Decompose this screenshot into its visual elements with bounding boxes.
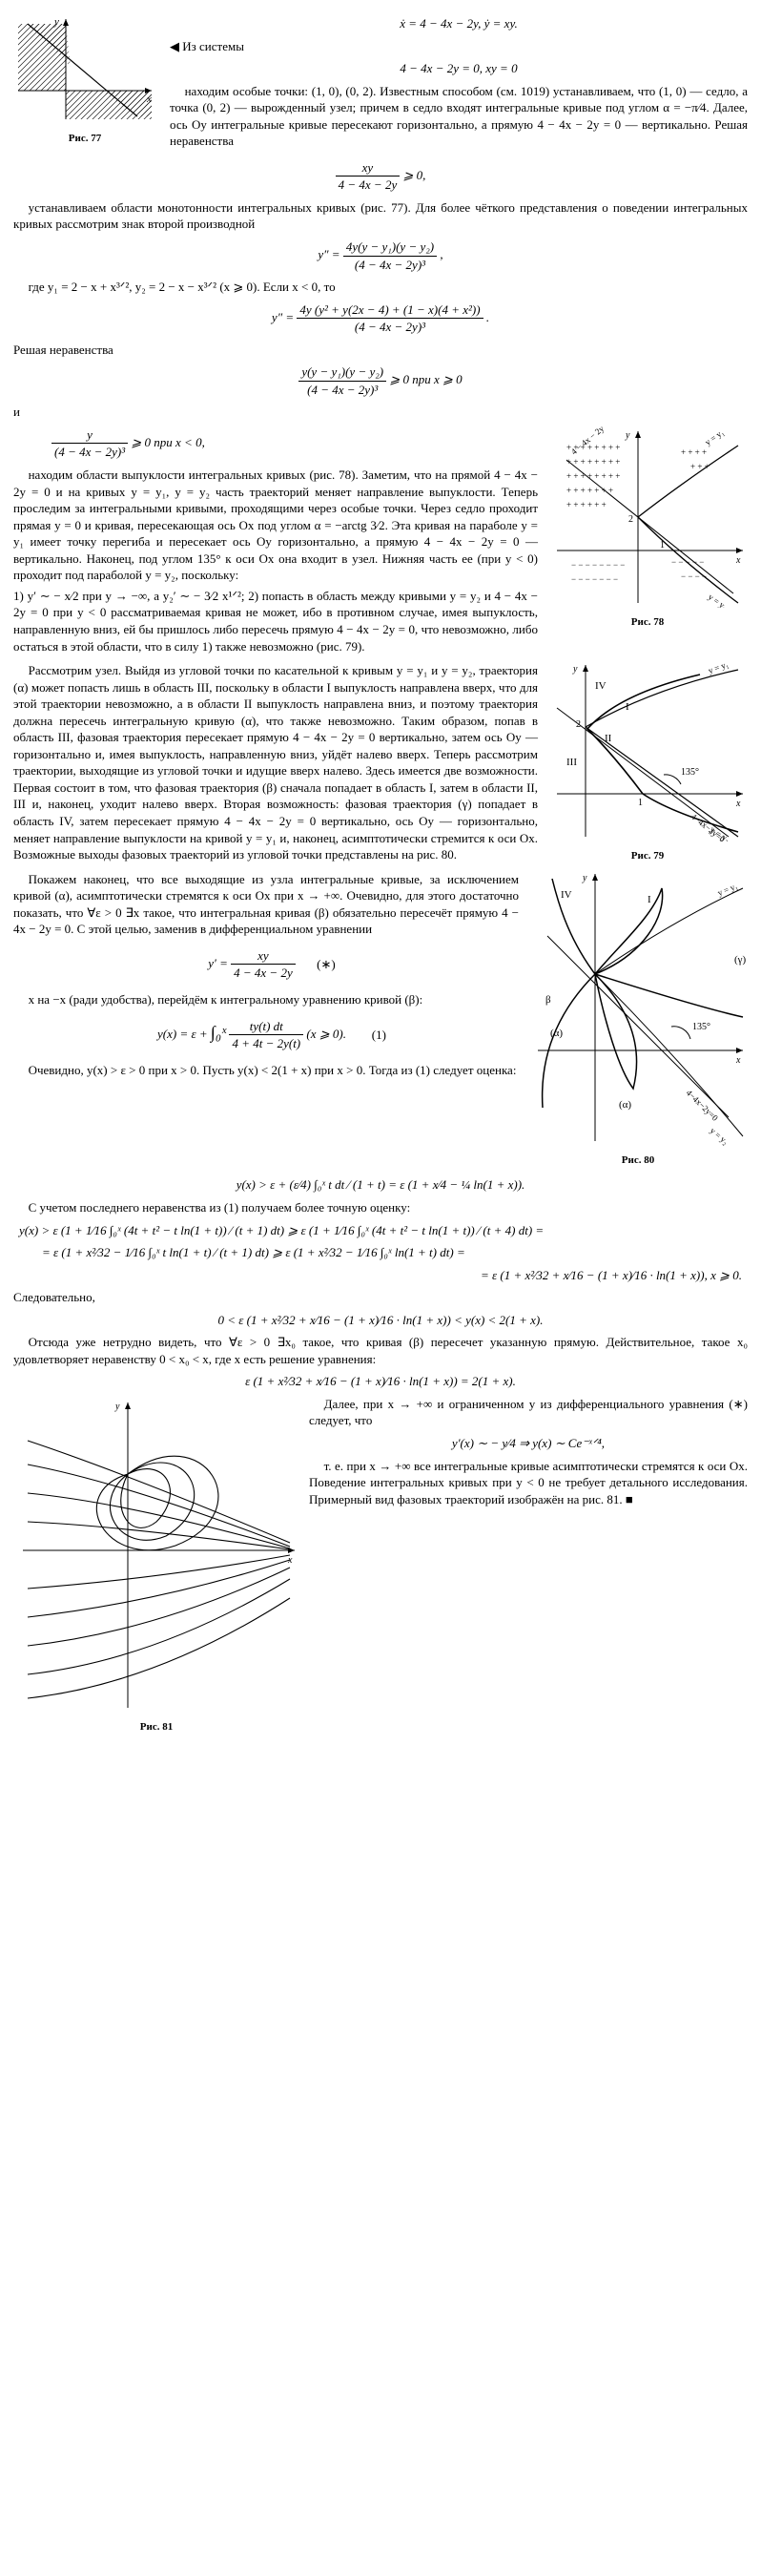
svg-text:IV: IV (561, 889, 572, 901)
svg-text:2: 2 (576, 719, 581, 730)
svg-text:− − − − − − −: − − − − − − − (571, 574, 618, 584)
paragraph-1: находим особые точки: (1, 0), (0, 2). Из… (170, 83, 748, 150)
svg-text:x: x (735, 799, 741, 809)
svg-text:x: x (735, 555, 741, 566)
paragraph-4: Решая неравенства (13, 342, 748, 359)
svg-text:III: III (566, 757, 577, 768)
estimate-2c: = ε (1 + x²⁄32 + x⁄16 − (1 + x)⁄16 · ln(… (13, 1267, 748, 1284)
estimate-2a: y(x) > ε (1 + 1⁄16 ∫₀ˣ (4t + t² − t ln(1… (13, 1222, 748, 1239)
svg-text:(α): (α) (550, 1028, 563, 1039)
second-derivative-1: y″ = 4y(y − y₁)(y − y₂)(4 − 4x − 2y)³ , (13, 239, 748, 273)
figure-80: x y IV I (γ) (α) β (α) 135° y = y₁ y = y… (528, 869, 748, 1168)
svg-text:(α): (α) (619, 1099, 631, 1111)
figure-79: x y 2 1 IV I II III 135° y = y₁ y = y₂ 4… (547, 660, 748, 863)
svg-text:+ + + + + + +: + + + + + + + (566, 486, 613, 495)
svg-text:(γ): (γ) (734, 954, 747, 966)
figure-77-caption: Рис. 77 (13, 132, 156, 146)
integral-equation: y(x) = ε + ∫₀ˣ ty(t) dt4 + 4t − 2y(t) (x… (13, 1012, 519, 1058)
figure-78: x y + + + + + + + + + + + + + + + + + + … (547, 426, 748, 630)
figure-77: x y Рис. 77 (13, 10, 156, 146)
svg-text:135°: 135° (692, 1022, 710, 1032)
estimate-3: 0 < ε (1 + x²⁄32 + x⁄16 − (1 + x)⁄16 · l… (13, 1312, 748, 1329)
yprime-equation: y′ = xy4 − 4x − 2y (∗) (13, 942, 519, 987)
figure-81-caption: Рис. 81 (13, 1720, 299, 1735)
svg-text:x: x (735, 1055, 741, 1066)
svg-text:2: 2 (628, 514, 633, 525)
figure-79-caption: Рис. 79 (547, 849, 748, 863)
svg-text:1: 1 (660, 540, 665, 551)
second-derivative-2: y″ = 4y (y² + y(2x − 4) + (1 − x)(4 + x²… (13, 301, 748, 336)
svg-text:+ + + + + + + +: + + + + + + + + (566, 457, 620, 467)
paragraph-10: С учетом последнего неравенства из (1) п… (13, 1199, 748, 1216)
paragraph-11: Следовательно, (13, 1289, 748, 1306)
svg-text:y: y (582, 873, 587, 883)
figure-80-caption: Рис. 80 (528, 1153, 748, 1168)
svg-text:II: II (605, 733, 612, 744)
svg-text:+ + + + + + + +: + + + + + + + + (566, 471, 620, 481)
figure-81: x y Рис. 81 (13, 1398, 299, 1735)
paragraph-2: устанавливаем области монотонности интег… (13, 199, 748, 233)
inequality-2: y(y − y₁)(y − y₂)(4 − 4x − 2y)³ ⩾ 0 при … (13, 364, 748, 398)
paragraph-12: Отсюда уже нетрудно видеть, что ∀ε > 0 ∃… (13, 1334, 748, 1367)
svg-text:+ + + + + +: + + + + + + (566, 500, 607, 509)
system-equation: ẋ = 4 − 4x − 2y, ẏ = xy. (170, 15, 748, 32)
system-zero: 4 − 4x − 2y = 0, xy = 0 (170, 60, 748, 77)
svg-text:y = y₂: y = y₂ (707, 592, 730, 608)
svg-text:IV: IV (595, 680, 607, 692)
svg-text:− − − −: − − − − (681, 571, 707, 581)
svg-text:− − − − − − − −: − − − − − − − − (571, 560, 625, 570)
estimate-4: ε (1 + x²⁄32 + x⁄16 − (1 + x)⁄16 · ln(1 … (13, 1373, 748, 1390)
svg-text:4−4x−2y=0: 4−4x−2y=0 (685, 1088, 721, 1123)
svg-text:1: 1 (638, 798, 643, 808)
svg-text:y: y (625, 430, 630, 441)
svg-text:y: y (572, 664, 578, 675)
inequality-1: xy4 − 4x − 2y ⩾ 0, (13, 159, 748, 194)
figure-78-caption: Рис. 78 (547, 615, 748, 630)
svg-text:+ + + +: + + + + (681, 447, 707, 457)
svg-text:− − − − −: − − − − − (671, 557, 704, 567)
paragraph-3: где y₁ = 2 − x + x³ᐟ², y₂ = 2 − x − x³ᐟ²… (13, 279, 748, 296)
svg-text:y: y (114, 1402, 120, 1412)
estimate-1: y(x) > ε + (ε⁄4) ∫₀ˣ t dt ⁄ (1 + t) = ε … (13, 1176, 748, 1194)
svg-text:I: I (648, 894, 651, 905)
svg-text:y = y₂: y = y₂ (709, 1126, 730, 1146)
svg-text:I: I (626, 701, 629, 713)
svg-text:β: β (545, 994, 551, 1006)
estimate-2b: = ε (1 + x²⁄32 − 1⁄16 ∫₀ˣ t ln(1 + t) ⁄ … (13, 1244, 748, 1261)
svg-text:135°: 135° (681, 767, 699, 778)
system-label: ◀ Из системы (170, 38, 748, 55)
and-label: и (13, 404, 748, 421)
svg-text:y = y₁: y = y₁ (703, 427, 726, 447)
